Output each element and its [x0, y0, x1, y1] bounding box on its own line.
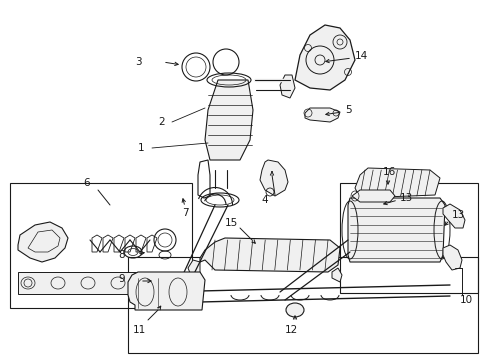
Text: 4: 4: [262, 195, 269, 205]
Text: 8: 8: [118, 250, 124, 260]
Polygon shape: [305, 108, 340, 122]
Text: 14: 14: [355, 51, 368, 61]
Polygon shape: [260, 160, 288, 196]
Polygon shape: [200, 238, 340, 272]
Bar: [18, 272, 163, 294]
Text: 3: 3: [135, 57, 142, 67]
Text: 12: 12: [285, 325, 298, 335]
Polygon shape: [355, 168, 440, 198]
Text: 10: 10: [460, 295, 473, 305]
Polygon shape: [443, 204, 465, 228]
Text: 15: 15: [225, 218, 238, 228]
Text: 2: 2: [158, 117, 165, 127]
Text: 11: 11: [133, 325, 146, 335]
Text: 16: 16: [383, 167, 396, 177]
Polygon shape: [295, 25, 355, 90]
Text: 13: 13: [452, 210, 465, 220]
Text: 13: 13: [400, 193, 413, 203]
Polygon shape: [205, 80, 253, 160]
Text: 7: 7: [182, 208, 189, 218]
Polygon shape: [443, 245, 462, 270]
Bar: [128, 257, 478, 353]
Text: 1: 1: [138, 143, 145, 153]
Ellipse shape: [286, 303, 304, 317]
Polygon shape: [348, 198, 445, 262]
Polygon shape: [18, 222, 68, 262]
Polygon shape: [128, 272, 205, 310]
Polygon shape: [352, 190, 395, 202]
Bar: [10, 183, 192, 308]
Polygon shape: [188, 260, 200, 278]
Text: 6: 6: [83, 178, 90, 188]
Text: 9: 9: [118, 274, 124, 284]
Text: 5: 5: [345, 105, 352, 115]
Polygon shape: [332, 268, 342, 282]
Polygon shape: [280, 75, 295, 98]
Bar: [340, 183, 478, 293]
